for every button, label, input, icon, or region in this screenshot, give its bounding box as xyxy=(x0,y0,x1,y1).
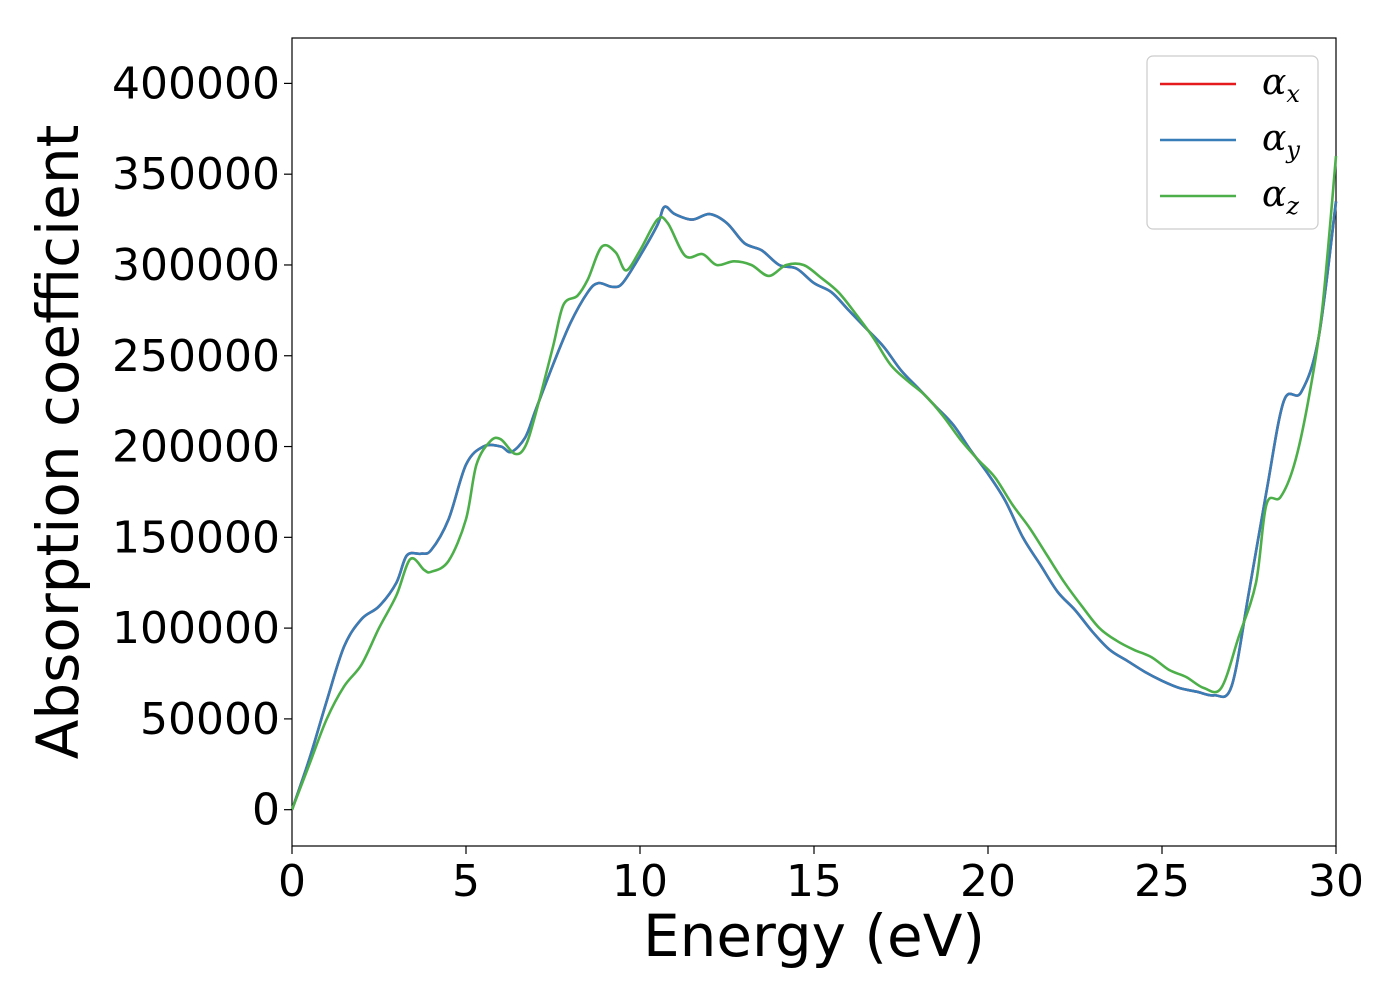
y-axis-ticks: 0 50000 100000 150000 200000 250000 300000 3500… xyxy=(112,58,292,836)
y-tick-label: 200000 xyxy=(112,422,280,473)
legend-label-x: αx xyxy=(1262,62,1300,108)
y-tick-label: 250000 xyxy=(112,331,280,382)
x-tick-label: 0 xyxy=(278,856,306,907)
y-tick-label: 350000 xyxy=(112,149,280,200)
legend-label-y: αy xyxy=(1262,118,1300,164)
x-axis-ticks: 0 5 10 15 20 25 30 xyxy=(278,846,1364,907)
x-tick-label: 30 xyxy=(1308,856,1364,907)
series-layer xyxy=(290,155,1338,811)
x-tick-label: 10 xyxy=(612,856,668,907)
series-line-y xyxy=(290,201,1338,811)
y-tick-label: 150000 xyxy=(112,512,280,563)
legend-label-z: αz xyxy=(1262,174,1299,220)
x-tick-label: 20 xyxy=(960,856,1016,907)
x-axis-label: Energy (eV) xyxy=(643,902,985,970)
legend: αx αy αz xyxy=(1146,55,1319,230)
series-line-z xyxy=(290,155,1338,811)
y-tick-label: 400000 xyxy=(112,58,280,109)
x-tick-label: 25 xyxy=(1134,856,1190,907)
y-tick-label: 0 xyxy=(252,785,280,836)
x-tick-label: 15 xyxy=(786,856,842,907)
y-tick-label: 50000 xyxy=(140,694,280,745)
x-tick-label: 5 xyxy=(452,856,480,907)
y-axis-label: Absorption coefficient xyxy=(24,125,92,760)
y-tick-label: 100000 xyxy=(112,603,280,654)
legend-box xyxy=(1146,55,1319,230)
y-tick-label: 300000 xyxy=(112,240,280,291)
